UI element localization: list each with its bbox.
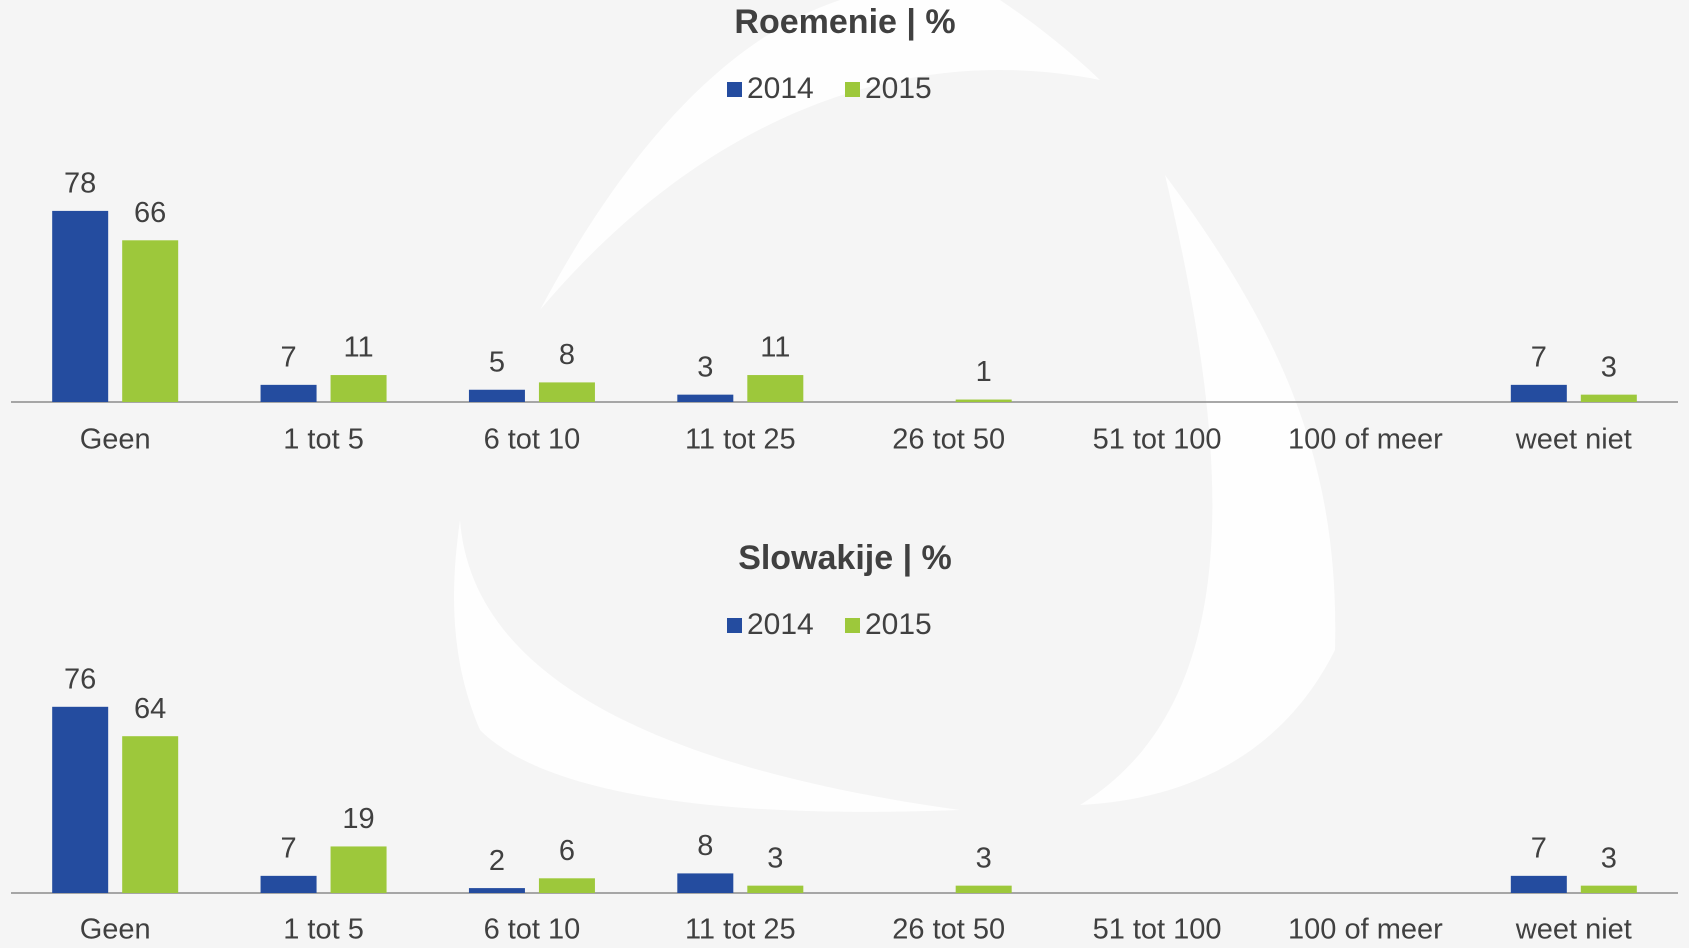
data-label: 78 (64, 168, 96, 200)
x-tick-label: weet niet (1515, 424, 1632, 456)
data-label: 11 (760, 332, 790, 364)
x-tick-label: 26 tot 50 (892, 424, 1005, 456)
data-label: 19 (342, 803, 374, 835)
legend-label: 2014 (747, 608, 814, 641)
data-label: 7 (280, 833, 296, 865)
bar (468, 888, 525, 893)
bar (538, 382, 595, 402)
bar (1580, 885, 1637, 893)
x-tick-label: 6 tot 10 (484, 424, 581, 456)
data-label: 5 (489, 346, 505, 378)
data-label: 7 (1531, 342, 1547, 374)
x-tick-label: 11 tot 25 (685, 914, 796, 946)
data-label: 1 (976, 356, 992, 388)
x-tick-label: 1 tot 5 (283, 914, 364, 946)
bar (677, 873, 734, 893)
bar (122, 240, 179, 402)
legend-swatch (845, 618, 860, 633)
chart-title: Roemenie | % (734, 3, 955, 41)
data-label: 8 (559, 339, 575, 371)
bar (538, 878, 595, 893)
x-tick-label: 51 tot 100 (1093, 914, 1222, 946)
x-tick-label: 11 tot 25 (685, 424, 796, 456)
data-label: 64 (134, 693, 166, 725)
x-tick-label: Geen (80, 914, 151, 946)
bar (330, 375, 387, 402)
x-tick-label: 6 tot 10 (484, 914, 581, 946)
legend-swatch (727, 618, 742, 633)
bar (468, 389, 525, 402)
bar (955, 399, 1012, 402)
data-label: 7 (1531, 833, 1547, 865)
bar (1510, 875, 1567, 893)
bar (52, 210, 109, 402)
bar (122, 736, 179, 893)
legend-label: 2014 (747, 72, 814, 105)
bar (955, 885, 1012, 893)
bar (260, 384, 317, 402)
data-label: 3 (1601, 842, 1617, 874)
watermark (454, 0, 1336, 812)
x-tick-label: Geen (80, 424, 151, 456)
bar (52, 706, 109, 893)
data-label: 6 (559, 835, 575, 867)
bar (747, 375, 804, 402)
bar (330, 846, 387, 893)
x-tick-label: 100 of meer (1288, 424, 1443, 456)
x-tick-label: 1 tot 5 (283, 424, 364, 456)
legend-swatch (845, 82, 860, 97)
chart-title: Slowakije | % (738, 539, 952, 577)
legend-swatch (727, 82, 742, 97)
data-label: 8 (697, 830, 713, 862)
bar (747, 885, 804, 893)
bar (1510, 384, 1567, 402)
data-label: 3 (1601, 351, 1617, 383)
data-label: 2 (489, 845, 505, 877)
data-label: 76 (64, 663, 96, 695)
data-label: 3 (697, 351, 713, 383)
data-label: 3 (767, 842, 783, 874)
legend-label: 2015 (865, 72, 932, 105)
data-label: 7 (280, 342, 296, 374)
data-label: 66 (134, 197, 166, 229)
x-tick-label: 100 of meer (1288, 914, 1443, 946)
data-label: 11 (344, 332, 374, 364)
legend-label: 2015 (865, 608, 932, 641)
bar (1580, 394, 1637, 402)
x-tick-label: weet niet (1515, 914, 1632, 946)
data-label: 3 (976, 842, 992, 874)
bar (677, 394, 734, 402)
x-tick-label: 51 tot 100 (1093, 424, 1222, 456)
x-tick-label: 26 tot 50 (892, 914, 1005, 946)
bar (260, 875, 317, 893)
